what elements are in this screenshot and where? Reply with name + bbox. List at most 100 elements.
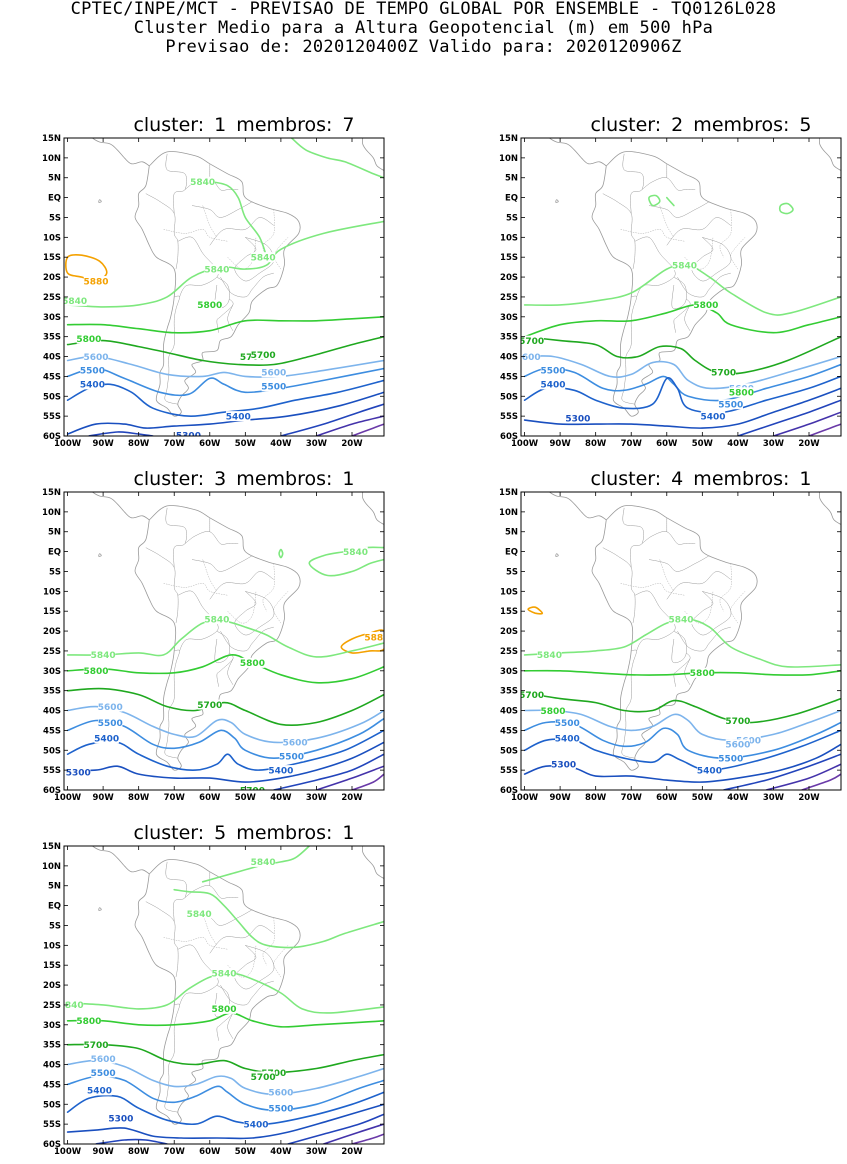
plot-frame [63, 137, 385, 437]
country-border [671, 630, 687, 664]
country-border [209, 925, 274, 954]
country-border [165, 861, 187, 922]
contour-5840 [666, 196, 675, 207]
lat-label: 45S [500, 726, 518, 736]
panel-cluster-1: cluster: 1 membros: 7 5880 5840 5840 5800 57… [20, 114, 385, 454]
state-border [659, 559, 675, 592]
lat-label: 15N [499, 488, 518, 498]
contour-label-bg [697, 765, 722, 776]
country-border [602, 193, 636, 270]
contour-5880 [527, 606, 544, 615]
lon-label: 30W [763, 439, 785, 449]
contour-5840 [290, 138, 384, 179]
coastline-layer [91, 492, 384, 771]
contour-label-5300: 5300 [66, 768, 91, 778]
contour-5000 [351, 1133, 384, 1144]
lat-label: 60S [500, 432, 518, 442]
lat-label: EQ [48, 548, 61, 558]
lon-label: 90W [93, 793, 115, 803]
contour-label-bg [725, 739, 751, 750]
lat-label: 35S [43, 333, 61, 343]
contour-labels: 5880 5840 5840 5800 5700 5600 5500 5400 5840 5800… [64, 176, 286, 436]
contour-5700 [66, 1043, 384, 1074]
contour-5100 [322, 1123, 384, 1144]
country-border [216, 652, 234, 687]
lat-label: EQ [505, 194, 518, 204]
coastline-layer [91, 846, 384, 1125]
lon-label: 30W [306, 793, 328, 803]
lon-label: 20W [341, 1147, 363, 1157]
state-border [227, 591, 257, 624]
country-border [165, 153, 187, 214]
central-america-coastline [548, 492, 607, 521]
contour-5100 [315, 415, 384, 436]
contour-5700 [523, 691, 841, 724]
contour-label-5300: 5300 [565, 414, 590, 424]
lon-label: 80W [128, 793, 150, 803]
panel-cluster-3: cluster: 3 membros: 1 5880 5840 5840 5800 57… [20, 468, 385, 808]
state-border [620, 229, 685, 242]
lon-label: 60W [656, 793, 678, 803]
contour-5300 [523, 387, 841, 429]
contour-label-bg [250, 252, 276, 263]
country-border [622, 153, 644, 214]
contour-label-5840: 5840 [204, 615, 229, 625]
contour-label-5600: 5600 [98, 703, 123, 713]
contour-label-5300: 5300 [551, 760, 576, 770]
contour-label-5800: 5800 [83, 667, 108, 677]
contour-label-5400: 5400 [700, 412, 725, 422]
state-border [163, 937, 228, 950]
panel-title: cluster: 3 membros: 1 [133, 468, 355, 490]
plot-background [64, 492, 384, 790]
lat-label: 50S [43, 1100, 61, 1110]
lon-label: 70W [621, 793, 643, 803]
lat-label: 50S [43, 746, 61, 756]
country-border [209, 217, 274, 246]
lon-label: 90W [550, 439, 572, 449]
contour-label-bg [186, 908, 212, 919]
country-border [684, 304, 691, 331]
contour-label-bg [364, 632, 384, 643]
lon-label: 100W [511, 439, 539, 449]
state-border [262, 209, 275, 258]
contour-label-5700: 5700 [519, 337, 544, 347]
africa-coastline [819, 138, 841, 171]
contour-label-5880: 5880 [364, 633, 389, 643]
lon-label: 40W [727, 439, 749, 449]
contour-label-5840: 5840 [59, 1001, 84, 1011]
lon-label: 100W [54, 1147, 82, 1157]
lon-label: 60W [199, 439, 221, 449]
country-border [677, 272, 731, 298]
lon-label: 70W [164, 439, 186, 449]
contour-label-bg [64, 999, 84, 1010]
contour-label-bg [94, 733, 119, 744]
plot-frame [520, 137, 842, 437]
lat-label: 55S [500, 412, 518, 422]
lat-label: 60S [43, 786, 61, 796]
lat-label: 5N [48, 882, 61, 892]
contour-label-bg [261, 367, 286, 378]
contour-label-bg [90, 649, 116, 660]
contour-label-bg [521, 351, 541, 362]
lon-label: 60W [656, 439, 678, 449]
lat-label: 15S [500, 607, 518, 617]
plot-area: 5880 5840 5840 5800 5700 5600 5500 5400 5300 5840… [64, 492, 389, 790]
lon-label: 80W [128, 439, 150, 449]
state-border [719, 563, 732, 612]
lat-label: EQ [48, 902, 61, 912]
contour-5200 [287, 1113, 384, 1144]
contour-5000 [808, 423, 841, 436]
lat-label: 10N [499, 508, 518, 518]
plot-area: 5840584058405800570056005500540053005840… [59, 846, 384, 1144]
panel-title: cluster: 2 membros: 5 [590, 114, 812, 136]
contour-5000 [351, 773, 384, 790]
contour-5200 [95, 1138, 168, 1144]
contour-label-bg [76, 1015, 102, 1026]
contour-5100 [765, 763, 841, 790]
map-panel-1: 5880 5840 5840 5800 5700 5600 5500 5400 5840 5800… [42, 134, 385, 449]
contour-label-bg [551, 759, 576, 770]
country-border [191, 201, 253, 218]
lat-label: 45S [500, 372, 518, 382]
lat-label: 20S [43, 981, 61, 991]
contour-label-5400: 5400 [268, 766, 293, 776]
